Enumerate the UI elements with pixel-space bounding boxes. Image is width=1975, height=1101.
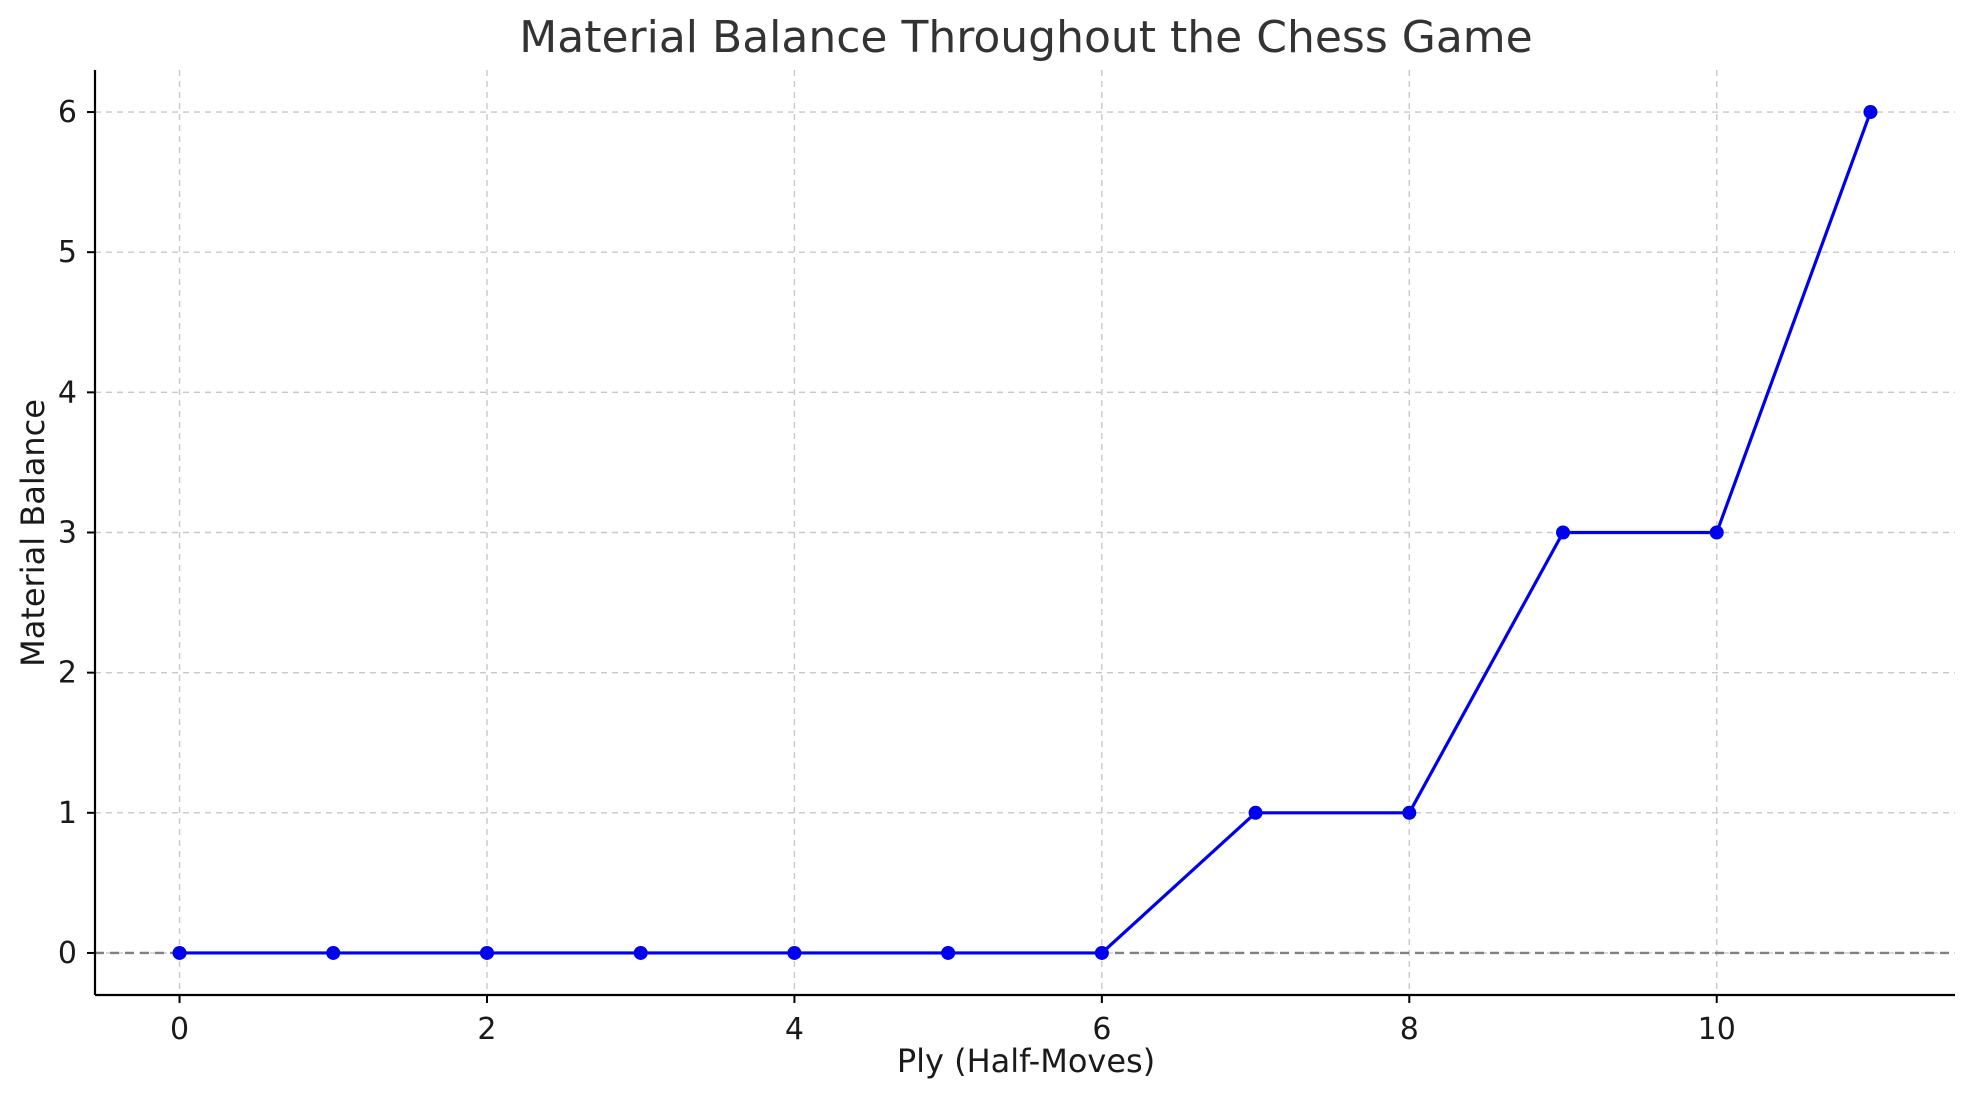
y-tick-label: 6 (58, 95, 77, 130)
data-point (633, 945, 648, 960)
x-tick-label: 0 (170, 1012, 189, 1047)
data-point (941, 945, 956, 960)
x-tick-label: 8 (1400, 1012, 1419, 1047)
y-axis-label: Material Balance (14, 399, 52, 667)
data-point (479, 945, 494, 960)
x-tick-label: 4 (785, 1012, 804, 1047)
y-tick-label: 3 (58, 516, 77, 551)
y-tick-label: 5 (58, 235, 77, 270)
x-tick-label: 6 (1092, 1012, 1111, 1047)
chart-title: Material Balance Throughout the Chess Ga… (519, 12, 1532, 63)
x-axis-label: Ply (Half-Moves) (897, 1042, 1155, 1080)
y-tick-label: 1 (58, 796, 77, 831)
series-layer (172, 105, 1878, 960)
data-point (1863, 105, 1878, 120)
y-tick-label: 0 (58, 936, 77, 971)
data-point (172, 945, 187, 960)
tick-labels: 0 2 4 6 8 10 0 1 2 3 4 5 6 (58, 95, 1736, 1047)
data-point (1556, 525, 1571, 540)
x-tick-label: 10 (1698, 1012, 1736, 1047)
data-point (1709, 525, 1724, 540)
x-tick-label: 2 (477, 1012, 496, 1047)
data-point (1402, 805, 1417, 820)
data-point (1094, 945, 1109, 960)
data-point (787, 945, 802, 960)
y-tick-label: 4 (58, 375, 77, 410)
data-point (326, 945, 341, 960)
series-line (179, 111, 1872, 955)
y-tick-label: 2 (58, 656, 77, 691)
data-point (1248, 805, 1263, 820)
